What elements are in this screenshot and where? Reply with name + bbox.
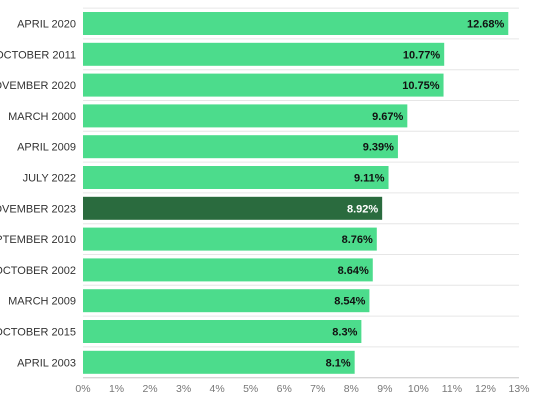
category-label: SEPTEMBER 2010 — [0, 234, 76, 246]
x-tick-label: 10% — [408, 383, 429, 395]
category-label: OCTOBER 2015 — [0, 327, 76, 339]
value-label: 8.1% — [326, 357, 351, 369]
x-tick-label: 4% — [210, 383, 225, 395]
x-tick-label: 5% — [243, 383, 258, 395]
category-label: MARCH 2009 — [8, 296, 76, 308]
x-tick-label: 11% — [442, 383, 462, 395]
value-label: 9.39% — [363, 142, 394, 154]
x-tick-label: 13% — [508, 383, 529, 395]
x-tick-label: 12% — [475, 383, 496, 395]
bar — [83, 166, 389, 189]
value-label: 8.64% — [338, 265, 369, 277]
value-label: 8.3% — [332, 327, 357, 339]
category-label: NOVEMBER 2020 — [0, 80, 76, 92]
x-axis-ticks: 0% 1% 2% 3% 4% 5% 6% 7% 8% 9% 10% 11% 12% 13% — [75, 383, 529, 395]
category-label: APRIL 2003 — [17, 357, 76, 369]
gridlines — [83, 7, 519, 379]
x-tick-label: 7% — [310, 383, 325, 395]
value-label: 8.54% — [334, 296, 365, 308]
category-label: APRIL 2020 — [17, 19, 76, 31]
bar — [83, 227, 377, 251]
value-label: 9.67% — [372, 111, 403, 123]
x-tick-label: 3% — [176, 383, 191, 395]
x-tick-label: 0% — [75, 383, 90, 395]
category-label: JULY 2022 — [23, 173, 76, 185]
bar — [83, 289, 370, 313]
bar — [83, 73, 444, 97]
value-label: 8.76% — [342, 234, 373, 246]
category-labels: APRIL 2020 OCTOBER 2011 NOVEMBER 2020 MARCH… — [0, 19, 76, 370]
bar — [83, 104, 408, 128]
bars — [83, 12, 509, 374]
x-tick-label: 1% — [109, 383, 124, 395]
value-label: 10.75% — [402, 80, 440, 92]
value-label: 12.68% — [467, 19, 505, 31]
category-label: NOVEMBER 2023 — [0, 203, 76, 215]
x-tick-label: 6% — [277, 383, 292, 395]
value-label: 9.11% — [354, 173, 385, 185]
bar — [83, 196, 383, 220]
x-tick-label: 2% — [142, 383, 157, 395]
x-tick-label: 9% — [377, 383, 392, 395]
bar — [83, 350, 355, 374]
value-label: 10.77% — [403, 49, 441, 61]
bar — [83, 135, 398, 159]
bar — [83, 258, 373, 282]
category-label: OCTOBER 2011 — [0, 49, 76, 61]
bar — [83, 320, 362, 343]
category-label: OCTOBER 2002 — [0, 265, 76, 277]
category-label: APRIL 2009 — [17, 142, 76, 154]
value-label: 8.92% — [347, 203, 378, 215]
category-label: MARCH 2000 — [8, 111, 76, 123]
bar — [83, 42, 445, 66]
value-labels: 12.68% 10.77% 10.75% 9.67% 9.39% 9.11% 8.92% 8.… — [326, 19, 505, 370]
x-tick-label: 8% — [344, 383, 359, 395]
bar — [83, 12, 509, 35]
